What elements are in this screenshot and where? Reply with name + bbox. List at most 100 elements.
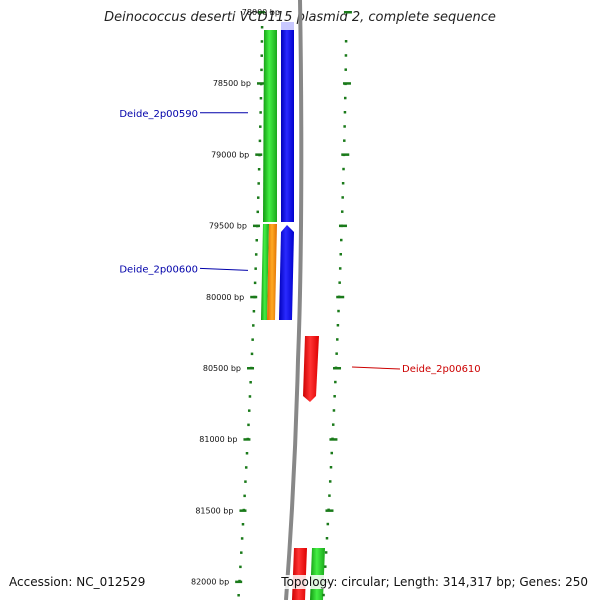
ruler-dot	[252, 324, 255, 327]
ruler-dot	[256, 196, 260, 199]
ruler-dot	[251, 338, 254, 341]
ruler-dot	[332, 409, 336, 412]
major-tick-inner	[333, 367, 342, 370]
gene-red-block-1[interactable]	[303, 336, 319, 402]
gene-green-block-3[interactable]	[310, 548, 325, 600]
ruler-dot	[324, 565, 327, 568]
ruler-dot	[240, 551, 243, 554]
gene-leader-line	[199, 267, 249, 271]
ruler-dot	[243, 494, 246, 498]
gene-blue-block-1[interactable]	[281, 30, 294, 222]
gene-red-block-2[interactable]	[292, 548, 307, 600]
tick-label: 80500 bp	[203, 364, 241, 373]
accession-text: Accession: NC_012529	[9, 575, 146, 589]
major-tick	[250, 295, 258, 299]
tick-labels: 78000 bp 78500 bp 79000 bp 79500 bp 80000 bp…	[191, 8, 352, 587]
ruler-dot	[257, 168, 261, 171]
ruler-dot	[255, 239, 258, 242]
ruler-dot	[344, 68, 347, 71]
ruler-dot	[249, 381, 252, 384]
gene-label[interactable]: Deide_2p00600	[119, 264, 198, 275]
ruler-dot	[336, 338, 339, 341]
ruler-dot	[244, 466, 248, 469]
major-tick	[243, 438, 251, 441]
ruler-dot	[340, 238, 343, 242]
ruler-dot	[244, 480, 247, 483]
ruler-dot	[337, 309, 340, 313]
ruler-dot	[259, 111, 262, 114]
inner-ruler	[322, 40, 348, 597]
major-tick	[257, 11, 265, 14]
ruler-dot	[259, 125, 262, 128]
ruler-dot	[334, 380, 337, 384]
major-tick-inner	[343, 11, 352, 14]
ruler-dot	[342, 167, 345, 171]
ruler-dot	[247, 423, 250, 427]
ruler-dot	[333, 395, 336, 398]
major-tick	[239, 509, 247, 512]
ruler-dot	[339, 253, 342, 256]
tick-label: 79500 bp	[209, 222, 247, 231]
tick-label: 82000 bp	[191, 578, 229, 587]
ruler-dot	[256, 210, 260, 214]
gene-green-block-1[interactable]	[263, 30, 277, 222]
ruler-dot	[259, 97, 263, 100]
ruler-dot	[254, 253, 258, 256]
major-tick-inner	[329, 438, 338, 441]
ruler-dot	[322, 593, 325, 597]
tick-label: 81500 bp	[195, 506, 233, 515]
ruler-dot	[344, 54, 348, 57]
ruler-dot	[260, 68, 263, 72]
gene-labels: Deide_2p00590 Deide_2p00600 Deide_2p00610	[119, 109, 480, 375]
gene-label[interactable]: Deide_2p00590	[119, 109, 198, 120]
ruler-dot	[240, 537, 244, 540]
ruler-dot	[338, 267, 342, 270]
ruler-dot	[241, 523, 245, 526]
ruler-dot	[248, 395, 252, 398]
ruler-dot	[328, 494, 331, 497]
tick-label: 80000 bp	[206, 293, 244, 302]
major-tick	[252, 224, 260, 228]
ruler-dot	[340, 210, 344, 213]
ruler-dot	[343, 96, 347, 100]
ruler-dot	[247, 409, 251, 412]
gene-label[interactable]: Deide_2p00610	[402, 364, 481, 375]
tick-label: 78500 bp	[213, 79, 251, 88]
ruler-dot	[239, 565, 242, 569]
outer-ruler	[237, 26, 264, 597]
major-tick-inner	[341, 153, 350, 156]
ruler-dot	[257, 182, 260, 185]
tick-label: 81000 bp	[199, 435, 237, 444]
ruler-dot	[341, 182, 345, 185]
summary-text: Topology: circular; Length: 314,317 bp; …	[279, 575, 590, 589]
plasmid-backbone	[284, 0, 304, 600]
ruler-dot	[330, 451, 334, 455]
major-tick	[235, 580, 243, 584]
ruler-dot	[338, 281, 341, 284]
major-tick	[247, 367, 255, 370]
ruler-dot	[260, 40, 264, 43]
major-tick	[256, 82, 264, 85]
major-tick-inner	[338, 224, 347, 228]
tick-label: 78000 bp	[242, 8, 280, 17]
major-tick-inner	[336, 295, 345, 299]
ruler-dot	[343, 111, 347, 114]
gene-green-block-2[interactable]	[261, 224, 269, 320]
ruler-dot	[329, 466, 333, 469]
ruler-dot	[344, 40, 348, 43]
ruler-dot	[341, 196, 344, 199]
gene-blue-block-2[interactable]	[279, 225, 294, 320]
ruler-dot	[250, 352, 254, 356]
ruler-dot	[331, 423, 335, 426]
ruler-dot	[336, 324, 340, 327]
ruler-dot	[343, 139, 346, 142]
gene-leader-line	[351, 366, 401, 370]
ruler-dot	[325, 537, 329, 540]
ruler-dot	[260, 54, 263, 57]
gene-orange-block[interactable]	[267, 224, 277, 320]
ruler-dot	[254, 267, 257, 270]
ruler-dot	[237, 594, 240, 597]
gene-blue-arrow-head	[281, 22, 294, 30]
ruler-dot	[326, 522, 330, 526]
